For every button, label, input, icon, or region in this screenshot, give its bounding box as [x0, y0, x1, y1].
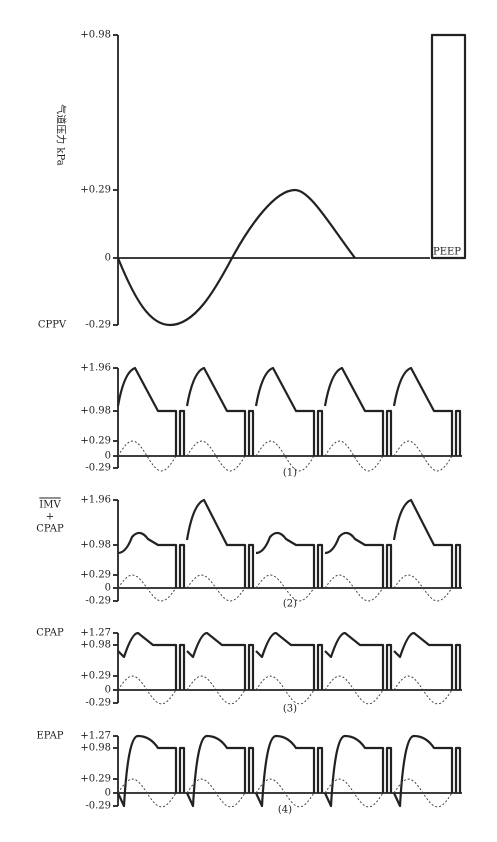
- y-tick-label: +0.98: [80, 540, 111, 551]
- waveform: [324, 734, 393, 808]
- waveform: [255, 734, 324, 808]
- flow-wave: [186, 574, 246, 602]
- y-tick-label: +0.29: [80, 774, 111, 785]
- flow-wave: [255, 675, 315, 705]
- waveform: [254, 366, 324, 456]
- flow-wave: [324, 574, 384, 602]
- waveform: [185, 498, 255, 588]
- flow-wave: [393, 675, 453, 705]
- y-tick-label: +0.98: [80, 30, 111, 41]
- waveform: [116, 188, 356, 327]
- panel-label: CPAP: [36, 524, 64, 535]
- waveform: [186, 631, 255, 690]
- flow-wave: [255, 440, 315, 472]
- caption: (4): [278, 805, 292, 816]
- y-tick-label: -0.29: [85, 801, 111, 812]
- panel-label: IMV: [39, 500, 61, 511]
- flow-wave: [117, 440, 177, 472]
- caption: (2): [283, 599, 297, 610]
- y-tick-label: 0: [105, 583, 111, 594]
- y-tick-label: +1.27: [80, 628, 111, 639]
- y-tick-label: -0.29: [85, 596, 111, 607]
- y-tick-label: +0.98: [80, 743, 111, 754]
- flow-wave: [255, 574, 315, 602]
- caption: (3): [283, 704, 297, 715]
- waveform: [323, 366, 393, 456]
- flow-wave: [117, 778, 177, 808]
- y-tick-label: +0.29: [80, 671, 111, 682]
- y-tick-label: 0: [105, 788, 111, 799]
- waveform: [392, 498, 462, 588]
- peep-bar: [430, 33, 467, 260]
- flow-wave: [186, 440, 246, 472]
- waveform: [186, 734, 255, 808]
- caption: (1): [283, 468, 297, 479]
- annotation: PEEP: [433, 247, 461, 258]
- y-axis-title: 气道压力 kPa: [55, 104, 68, 166]
- panel-label: EPAP: [36, 731, 63, 742]
- y-tick-label: 0: [105, 451, 111, 462]
- y-tick-label: 0: [105, 685, 111, 696]
- flow-wave: [117, 675, 177, 705]
- waveform: [255, 631, 324, 690]
- flow-wave: [393, 440, 453, 472]
- y-tick-label: +0.98: [80, 406, 111, 417]
- y-tick-label: +0.29: [80, 436, 111, 447]
- waveform: [324, 531, 393, 588]
- waveform: [116, 366, 186, 456]
- y-tick-label: +0.29: [80, 185, 111, 196]
- flow-wave: [393, 778, 453, 808]
- waveform: [185, 366, 255, 456]
- flow-wave: [324, 440, 384, 472]
- panel-label: +: [46, 512, 54, 523]
- waveform: [117, 631, 186, 690]
- flow-wave: [393, 574, 453, 602]
- flow-wave: [255, 778, 315, 808]
- y-tick-label: -0.29: [85, 320, 111, 331]
- flow-wave: [186, 675, 246, 705]
- flow-wave: [186, 778, 246, 808]
- waveform: [393, 734, 462, 808]
- flow-wave: [324, 778, 384, 808]
- y-tick-label: 0: [105, 253, 111, 264]
- waveform: [393, 631, 462, 690]
- waveform: [324, 631, 393, 690]
- flow-wave: [117, 574, 177, 602]
- waveform: [117, 531, 186, 588]
- waveform: [255, 531, 324, 588]
- y-tick-label: +1.96: [80, 495, 111, 506]
- y-tick-label: -0.29: [85, 463, 111, 474]
- flow-wave: [324, 675, 384, 705]
- y-tick-label: -0.29: [85, 698, 111, 709]
- y-tick-label: +0.29: [80, 570, 111, 581]
- panel-label: CPPV: [38, 320, 67, 331]
- y-tick-label: +0.98: [80, 640, 111, 651]
- panel-label: CPAP: [36, 628, 64, 639]
- waveform: [392, 366, 462, 456]
- waveform: [117, 734, 186, 808]
- y-tick-label: +1.27: [80, 731, 111, 742]
- y-tick-label: +1.96: [80, 363, 111, 374]
